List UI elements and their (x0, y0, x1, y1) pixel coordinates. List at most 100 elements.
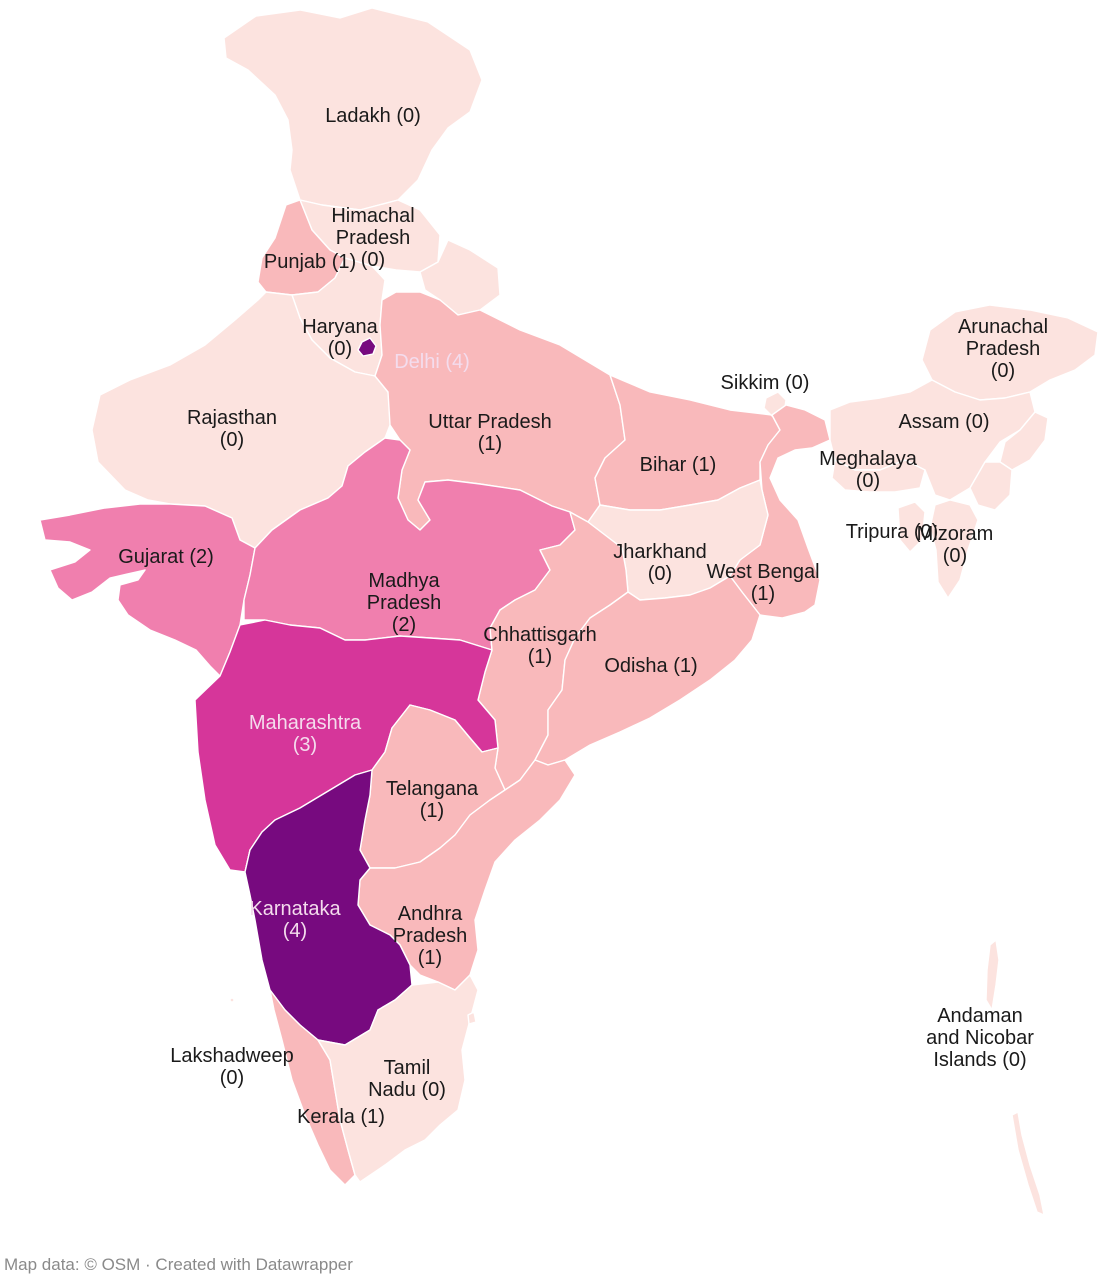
label-west-bengal-line: West Bengal (706, 561, 819, 583)
label-lakshadweep: Lakshadweep (0) (170, 1045, 293, 1089)
label-karnataka: Karnataka (4) (249, 898, 341, 942)
created-with-text: Created with Datawrapper (155, 1255, 353, 1274)
label-haryana-line: (0) (328, 338, 352, 360)
region-labels: Ladakh (0)Himachal Pradesh (0)Punjab (1)Ha… (118, 105, 1048, 1128)
label-andhra-pradesh-line: Andhra (398, 903, 463, 925)
label-andhra-pradesh-line: (1) (418, 947, 442, 969)
region-manipur[interactable] (969, 461, 1013, 511)
label-andaman-and-nicobar-line: Islands (0) (933, 1049, 1026, 1071)
label-haryana-line: Haryana (302, 316, 378, 338)
region-tripura[interactable] (897, 501, 926, 553)
label-telangana: Telangana (1) (386, 778, 479, 822)
label-telangana-line: (1) (420, 800, 444, 822)
label-himachal-pradesh: Himachal Pradesh (0) (331, 205, 414, 271)
region-uttarakhand[interactable] (419, 239, 501, 316)
label-madhya-pradesh-line: (2) (392, 614, 416, 636)
label-chhattisgarh-line: Chhattisgarh (483, 624, 596, 646)
label-himachal-pradesh-line: Pradesh (336, 227, 411, 249)
label-punjab-line: Punjab (1) (264, 251, 356, 273)
label-karnataka-line: (4) (283, 920, 307, 942)
label-meghalaya: Meghalaya (0) (819, 448, 918, 492)
label-meghalaya-line: Meghalaya (819, 448, 918, 470)
label-odisha-line: Odisha (1) (604, 655, 697, 677)
map-source-text: Map data: © OSM (4, 1255, 141, 1274)
region-tamil-nadu[interactable] (317, 974, 479, 1183)
label-assam: Assam (0) (898, 411, 989, 433)
label-andaman-and-nicobar: Andaman and Nicobar Islands (0) (926, 1005, 1034, 1071)
label-mizoram: Mizoram (0) (917, 523, 994, 567)
label-meghalaya-line: (0) (856, 470, 880, 492)
region-odisha[interactable] (534, 575, 761, 766)
label-sikkim: Sikkim (0) (721, 372, 810, 394)
label-ladakh-line: Ladakh (0) (325, 105, 421, 127)
region-shapes (39, 7, 1099, 1216)
label-maharashtra-line: (3) (293, 734, 317, 756)
label-arunachal-pradesh-line: (0) (991, 360, 1015, 382)
label-west-bengal: West Bengal (1) (706, 561, 819, 605)
region-mizoram[interactable] (929, 499, 979, 599)
label-kerala: Kerala (1) (297, 1106, 385, 1128)
label-jharkhand-line: Jharkhand (613, 541, 706, 563)
label-odisha: Odisha (1) (604, 655, 697, 677)
label-bihar: Bihar (1) (640, 454, 717, 476)
region-ladakh[interactable] (223, 7, 483, 211)
label-ladakh: Ladakh (0) (325, 105, 421, 127)
label-tripura-line: Tripura (0) (846, 521, 939, 543)
label-delhi: Delhi (4) (394, 351, 470, 373)
label-gujarat-line: Gujarat (2) (118, 546, 214, 568)
label-arunachal-pradesh-line: Arunachal (958, 316, 1048, 338)
map-canvas: Ladakh (0)Himachal Pradesh (0)Punjab (1)Ha… (39, 7, 1099, 1216)
region-andaman-and-nicobar[interactable] (985, 939, 1000, 1011)
label-delhi-line: Delhi (4) (394, 351, 470, 373)
region-gujarat[interactable] (39, 503, 256, 677)
label-mizoram-line: Mizoram (917, 523, 994, 545)
label-bihar-line: Bihar (1) (640, 454, 717, 476)
label-madhya-pradesh: Madhya Pradesh (2) (367, 570, 442, 636)
label-andaman-and-nicobar-line: and Nicobar (926, 1027, 1034, 1049)
label-maharashtra-line: Maharashtra (249, 712, 362, 734)
label-rajasthan-line: (0) (220, 429, 244, 451)
label-jharkhand-line: (0) (648, 563, 672, 585)
label-uttar-pradesh-line: Uttar Pradesh (428, 411, 551, 433)
label-tamil-nadu-line: Tamil (384, 1057, 431, 1079)
label-chhattisgarh-line: (1) (528, 646, 552, 668)
label-arunachal-pradesh-line: Pradesh (966, 338, 1041, 360)
label-sikkim-line: Sikkim (0) (721, 372, 810, 394)
label-lakshadweep-line: Lakshadweep (170, 1045, 293, 1067)
region-andaman-and-nicobar-south[interactable] (1011, 1111, 1045, 1216)
label-assam-line: Assam (0) (898, 411, 989, 433)
label-andaman-and-nicobar-line: Andaman (937, 1005, 1023, 1027)
label-rajasthan: Rajasthan (0) (187, 407, 277, 451)
label-telangana-line: Telangana (386, 778, 479, 800)
footer-separator: · (140, 1255, 156, 1274)
label-himachal-pradesh-line: Himachal (331, 205, 414, 227)
label-himachal-pradesh-line: (0) (361, 249, 385, 271)
label-west-bengal-line: (1) (751, 583, 775, 605)
label-arunachal-pradesh: Arunachal Pradesh (0) (958, 316, 1048, 382)
label-madhya-pradesh-line: Pradesh (367, 592, 442, 614)
label-lakshadweep-line: (0) (220, 1067, 244, 1089)
label-madhya-pradesh-line: Madhya (368, 570, 440, 592)
label-uttar-pradesh-line: (1) (478, 433, 502, 455)
attribution-footer: Map data: © OSM · Created with Datawrapp… (4, 1255, 353, 1275)
region-lakshadweep[interactable] (229, 997, 235, 1003)
region-puducherry[interactable] (467, 1011, 477, 1025)
label-kerala-line: Kerala (1) (297, 1106, 385, 1128)
region-delhi[interactable] (357, 337, 377, 357)
region-meghalaya[interactable] (831, 459, 926, 493)
label-chhattisgarh: Chhattisgarh (1) (483, 624, 596, 668)
label-punjab: Punjab (1) (264, 251, 356, 273)
label-rajasthan-line: Rajasthan (187, 407, 277, 429)
label-uttar-pradesh: Uttar Pradesh (1) (428, 411, 551, 455)
label-haryana: Haryana (0) (302, 316, 378, 360)
label-gujarat: Gujarat (2) (118, 546, 214, 568)
label-karnataka-line: Karnataka (249, 898, 341, 920)
label-mizoram-line: (0) (943, 545, 967, 567)
label-tamil-nadu: Tamil Nadu (0) (368, 1057, 446, 1101)
label-tripura: Tripura (0) (846, 521, 939, 543)
label-jharkhand: Jharkhand (0) (613, 541, 706, 585)
label-tamil-nadu-line: Nadu (0) (368, 1079, 446, 1101)
label-andhra-pradesh: Andhra Pradesh (1) (393, 903, 468, 969)
label-maharashtra: Maharashtra (3) (249, 712, 362, 756)
